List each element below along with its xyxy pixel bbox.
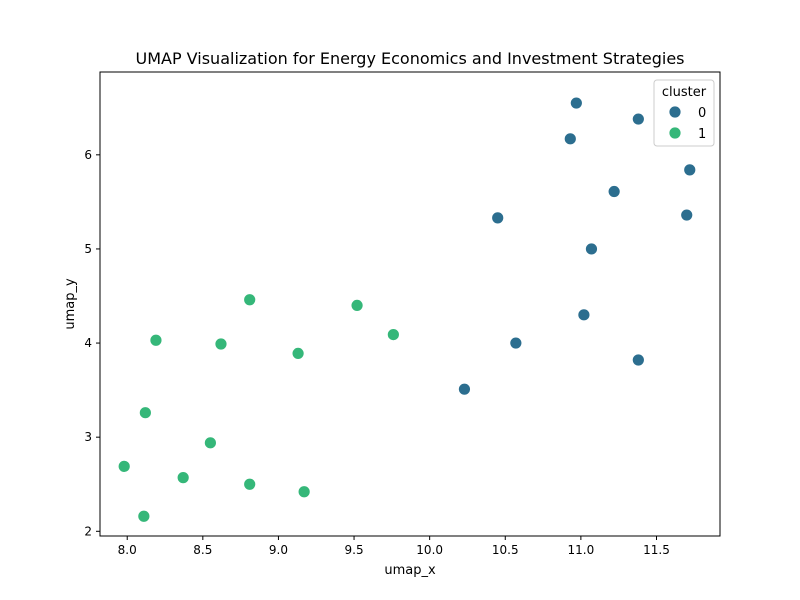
data-point-cluster-1	[137, 509, 151, 523]
y-tick-label: 3	[84, 430, 92, 444]
data-point-cluster-1	[291, 347, 305, 360]
data-point-cluster-1	[386, 328, 400, 341]
x-tick-label: 9.5	[345, 543, 364, 557]
x-tick-label: 10.5	[492, 543, 519, 557]
y-axis-label: umap_y	[63, 278, 78, 330]
data-point-cluster-0	[563, 132, 577, 146]
x-tick-label: 11.0	[568, 543, 595, 557]
data-point-cluster-1	[350, 299, 364, 312]
legend-label-0: 0	[698, 106, 706, 121]
legend-marker-1	[668, 126, 682, 140]
plot-area	[117, 96, 697, 523]
axes-frame	[99, 71, 721, 537]
x-tick-label: 8.0	[118, 543, 137, 557]
legend-title: cluster	[662, 85, 707, 100]
data-point-cluster-0	[631, 112, 645, 126]
data-point-cluster-1	[176, 471, 190, 485]
data-point-cluster-0	[491, 211, 505, 225]
data-point-cluster-0	[458, 382, 471, 396]
legend-marker-0	[668, 105, 682, 119]
data-point-cluster-0	[569, 96, 583, 110]
data-point-cluster-0	[509, 336, 523, 350]
data-point-cluster-1	[138, 406, 152, 420]
x-axis: 8.0 8.5 9.0 9.5 10.0 10.5 11.0 11.5	[118, 536, 670, 557]
data-point-cluster-0	[631, 353, 645, 367]
data-point-cluster-0	[607, 185, 621, 198]
x-tick-label: 9.0	[269, 543, 288, 557]
data-point-cluster-0	[680, 208, 694, 222]
legend-box	[653, 79, 715, 147]
x-tick-label: 11.5	[643, 543, 670, 557]
y-tick-label: 5	[84, 242, 92, 256]
x-tick-label: 10.0	[416, 543, 443, 557]
data-point-cluster-1	[117, 459, 131, 473]
data-point-cluster-0	[577, 308, 591, 322]
chart-title: UMAP Visualization for Energy Economics …	[135, 49, 684, 68]
y-tick-label: 4	[84, 336, 92, 350]
legend: cluster 0 1	[653, 79, 715, 147]
legend-label-1: 1	[698, 127, 706, 142]
y-axis: 2 3 4 5 6	[84, 148, 100, 538]
data-point-cluster-1	[203, 436, 217, 450]
x-tick-label: 8.5	[193, 543, 212, 557]
data-point-cluster-0	[683, 163, 697, 177]
x-axis-label: umap_x	[384, 563, 436, 578]
data-point-cluster-1	[214, 337, 228, 351]
data-point-cluster-1	[243, 293, 257, 307]
data-point-cluster-0	[585, 242, 598, 256]
y-tick-label: 2	[84, 524, 92, 538]
y-tick-label: 6	[84, 148, 92, 162]
data-point-cluster-1	[243, 477, 257, 491]
data-point-cluster-1	[149, 333, 163, 347]
data-point-cluster-1	[297, 485, 311, 499]
